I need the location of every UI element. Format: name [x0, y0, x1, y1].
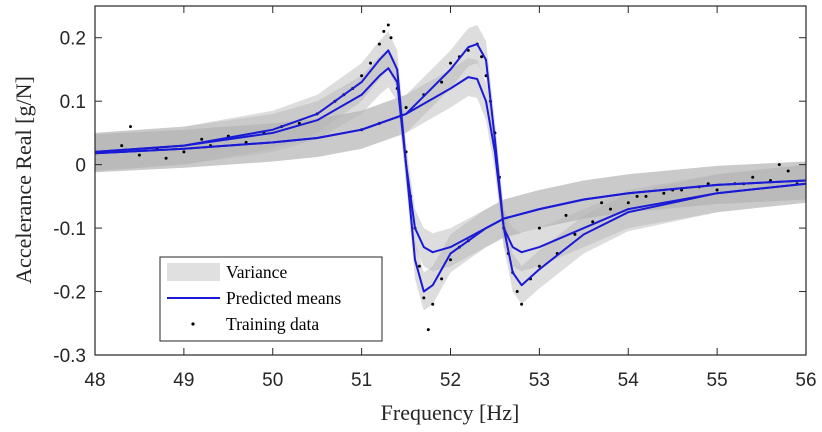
x-tick-label: 56 [795, 370, 816, 391]
x-axis-ticks: 48 49 50 51 52 53 54 55 56 [84, 6, 817, 391]
training-data-point [573, 232, 577, 236]
legend: Variance Predicted means Training data [159, 256, 383, 342]
training-data-point [662, 191, 666, 195]
x-tick-label: 53 [529, 370, 550, 391]
training-data-point [369, 61, 372, 65]
y-tick-label: -0.1 [53, 219, 86, 240]
legend-training-data-swatch [191, 322, 195, 326]
training-data-point [449, 61, 452, 65]
training-data-point [164, 156, 168, 160]
training-data-point [360, 74, 364, 78]
training-data-point [609, 207, 612, 211]
x-tick-label: 51 [351, 370, 372, 391]
training-data-point [440, 80, 444, 84]
variance-band-3 [95, 25, 806, 305]
x-tick-label: 54 [618, 370, 640, 391]
training-data-point [129, 125, 132, 129]
x-tick-label: 49 [173, 370, 194, 391]
x-axis-label: Frequency [Hz] [381, 400, 520, 425]
training-data-point [537, 226, 541, 230]
x-tick-label: 52 [440, 370, 461, 391]
x-tick-label: 50 [262, 370, 283, 391]
training-data-point [626, 201, 630, 205]
predicted-mean-line-4 [95, 76, 806, 254]
training-data-point [389, 36, 393, 40]
legend-variance-label: Variance [226, 262, 287, 282]
y-tick-label: 0.2 [60, 29, 86, 50]
predicted-mean-line-2 [95, 67, 806, 254]
training-data-point [120, 144, 124, 148]
training-data-point [417, 264, 421, 268]
training-data-point [449, 258, 452, 262]
training-data-point [777, 163, 781, 167]
y-tick-label: 0 [75, 156, 86, 177]
training-data-point [635, 194, 639, 198]
training-data-point [480, 55, 484, 59]
training-data-point [591, 220, 595, 224]
x-tick-label: 55 [707, 370, 728, 391]
training-data-point [440, 277, 444, 281]
training-data-point [715, 188, 719, 192]
training-data-point [386, 23, 390, 27]
training-data-point [564, 213, 568, 217]
training-data-point [426, 328, 430, 332]
training-data-point [644, 194, 648, 198]
training-data-point [600, 201, 604, 205]
training-data-point [520, 302, 524, 306]
training-data-point [182, 150, 186, 154]
training-data-point [431, 302, 435, 306]
training-data-point [706, 182, 710, 186]
legend-predicted-means-label: Predicted means [226, 288, 341, 308]
training-data-point [786, 169, 790, 173]
training-data-point [404, 106, 408, 109]
training-data-point [422, 296, 426, 300]
y-tick-label: -0.3 [53, 346, 86, 367]
training-data-point [137, 153, 141, 157]
training-data-point [751, 175, 755, 179]
training-data-point [382, 29, 386, 33]
training-data-point [537, 264, 541, 268]
y-axis-label: Accelerance Real [g/N] [11, 76, 36, 284]
y-tick-label: -0.2 [53, 283, 86, 304]
y-axis-ticks: -0.3 -0.2 -0.1 0 0.1 0.2 [53, 29, 806, 367]
training-data-point [515, 290, 519, 293]
legend-training-data-label: Training data [226, 314, 319, 334]
y-tick-label: 0.1 [60, 92, 86, 113]
training-data-point [377, 42, 381, 46]
variance-band-4 [95, 58, 806, 272]
x-tick-label: 48 [84, 370, 105, 391]
predicted-means-lines [95, 43, 806, 293]
training-data-point [244, 140, 248, 144]
legend-variance-swatch [167, 263, 220, 281]
training-data-point [200, 137, 204, 141]
